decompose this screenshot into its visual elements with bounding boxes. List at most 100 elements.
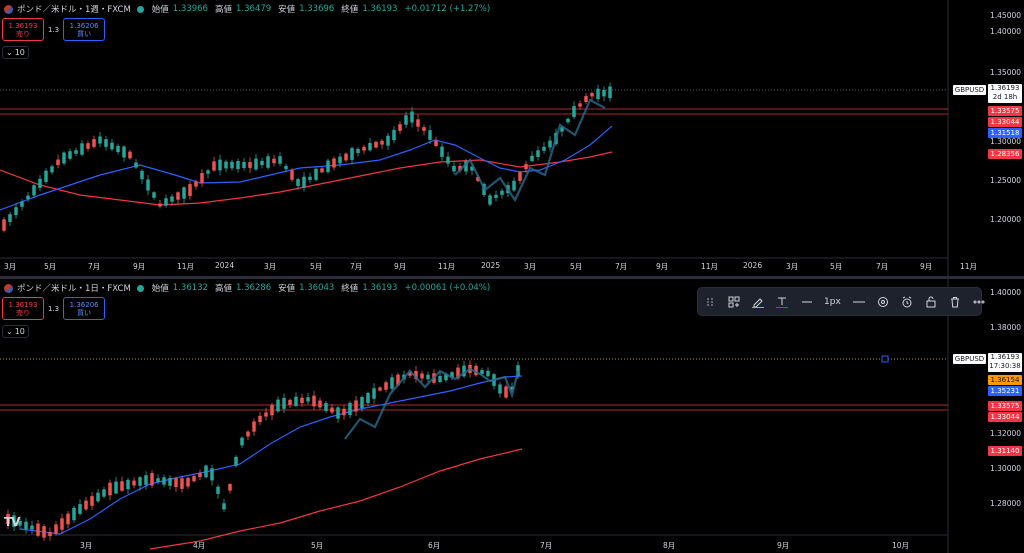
candle xyxy=(128,151,132,159)
weekly-time-tick-11: 2025 xyxy=(481,261,501,270)
candle xyxy=(236,160,240,170)
weekly-sell-label: 売り xyxy=(16,29,30,38)
weekly-symbol-title[interactable]: ポンド／米ドル・1週・FXCM xyxy=(17,5,131,15)
weekly-ma-blue-tag: 1.31518 xyxy=(988,128,1022,138)
candle xyxy=(560,127,564,132)
weekly-current-price-tag: 1.36193 2d 18h xyxy=(988,84,1022,103)
candle xyxy=(524,164,528,170)
daily-change: +0.00061 (+0.04%) xyxy=(404,283,491,293)
weekly-buy-button[interactable]: 1.36206 買い xyxy=(63,18,106,41)
pane-separator[interactable] xyxy=(0,276,1024,279)
candle xyxy=(518,172,522,181)
weekly-chart-canvas[interactable] xyxy=(0,0,1024,276)
weekly-time-tick-7: 5月 xyxy=(310,262,323,271)
weekly-countdown: 2d 18h xyxy=(992,93,1018,101)
candle xyxy=(104,139,108,147)
weekly-time-tick-19: 5月 xyxy=(830,262,843,271)
candle xyxy=(252,421,256,432)
weekly-symbol-tag: GBPUSD xyxy=(953,85,986,95)
candle xyxy=(530,155,534,161)
candle xyxy=(422,127,426,131)
daily-legend: ポンド／米ドル・1日・FXCM 始値 1.36132 高値 1.36286 安値 1.… xyxy=(4,282,493,294)
weekly-price-tick-3: 1.30000 xyxy=(990,137,1022,146)
line-color-icon[interactable] xyxy=(752,296,764,308)
line-style-icon[interactable] xyxy=(852,296,865,308)
weekly-buy-price: 1.36206 xyxy=(69,21,99,30)
candle xyxy=(6,513,10,525)
candle xyxy=(384,382,388,390)
candle xyxy=(420,373,424,379)
candle xyxy=(98,136,102,144)
candle xyxy=(80,143,84,155)
weekly-chart-pane[interactable]: ポンド／米ドル・1週・FXCM 始値 1.33966 高値 1.36479 安値 1.… xyxy=(0,0,1024,276)
line-width-label[interactable]: 1px xyxy=(824,296,841,307)
candle xyxy=(2,219,6,231)
more-icon[interactable] xyxy=(973,296,985,308)
weekly-legend: ポンド／米ドル・1週・FXCM 始値 1.33966 高値 1.36479 安値 1.… xyxy=(4,3,493,15)
daily-chart-pane[interactable]: ポンド／米ドル・1日・FXCM 始値 1.36132 高値 1.36286 安値 1.… xyxy=(0,279,1024,553)
candle xyxy=(498,384,502,394)
daily-symbol-title[interactable]: ポンド／米ドル・1日・FXCM xyxy=(17,284,131,294)
candle xyxy=(480,369,484,375)
candle xyxy=(8,214,12,222)
text-color-icon[interactable] xyxy=(776,296,788,308)
daily-ohlc-high: 1.36286 xyxy=(235,283,272,293)
candle xyxy=(288,399,292,405)
alert-icon[interactable] xyxy=(901,296,913,308)
daily-ohlc-open: 1.36132 xyxy=(172,283,208,293)
daily-buy-price: 1.36206 xyxy=(69,300,99,309)
candle xyxy=(90,496,94,506)
drag-handle-icon[interactable] xyxy=(704,296,716,308)
candle xyxy=(24,521,28,530)
candle xyxy=(102,489,106,497)
lock-icon[interactable] xyxy=(925,296,937,308)
weekly-time-tick-9: 9月 xyxy=(394,262,407,271)
candle xyxy=(230,161,234,169)
weekly-time-tick-15: 9月 xyxy=(656,262,669,271)
weekly-sell-button[interactable]: 1.36193 売り xyxy=(2,18,44,41)
daily-sell-button[interactable]: 1.36193 売り xyxy=(2,297,44,320)
daily-chart-canvas[interactable] xyxy=(0,279,1024,553)
chevron-down-icon: ⌄ xyxy=(6,48,13,57)
candle xyxy=(488,195,492,205)
candle xyxy=(276,399,280,412)
candle xyxy=(224,161,228,169)
candle xyxy=(474,365,478,376)
daily-ohlc-low: 1.36043 xyxy=(299,283,335,293)
ma-red-line xyxy=(149,448,523,550)
candle xyxy=(144,475,148,485)
candle xyxy=(434,140,438,146)
candle xyxy=(456,367,460,379)
candle xyxy=(500,190,504,195)
candle xyxy=(578,103,582,107)
weekly-indicators-toggle[interactable]: ⌄ 10 xyxy=(2,46,29,59)
tradingview-logo[interactable]: TV xyxy=(4,515,21,529)
daily-symbol-tag: GBPUSD xyxy=(953,354,986,364)
candle xyxy=(110,142,114,150)
weekly-change: +0.01712 (+1.27%) xyxy=(404,4,491,14)
candle xyxy=(410,111,414,123)
daily-indicators-toggle[interactable]: ⌄ 10 xyxy=(2,325,29,338)
candle xyxy=(294,396,298,406)
candle xyxy=(414,371,418,379)
candle xyxy=(242,161,246,169)
candle xyxy=(596,88,600,100)
trash-icon[interactable] xyxy=(949,296,961,308)
candle xyxy=(234,456,238,466)
daily-buy-button[interactable]: 1.36206 買い xyxy=(63,297,106,320)
weekly-time-tick-17: 2026 xyxy=(743,261,763,270)
symbol-flag-icon xyxy=(4,4,13,14)
line-width-icon[interactable] xyxy=(800,296,822,308)
templates-icon[interactable] xyxy=(728,296,740,308)
candle xyxy=(42,526,46,538)
ma-red-line xyxy=(0,151,613,206)
candle xyxy=(260,160,264,166)
candle xyxy=(212,161,216,171)
candle xyxy=(326,160,330,173)
candle xyxy=(74,150,78,154)
candle xyxy=(150,473,154,486)
settings-icon[interactable] xyxy=(877,296,889,308)
candle xyxy=(222,503,226,510)
daily-time-tick-1: 4月 xyxy=(193,541,206,550)
candle xyxy=(300,397,304,403)
